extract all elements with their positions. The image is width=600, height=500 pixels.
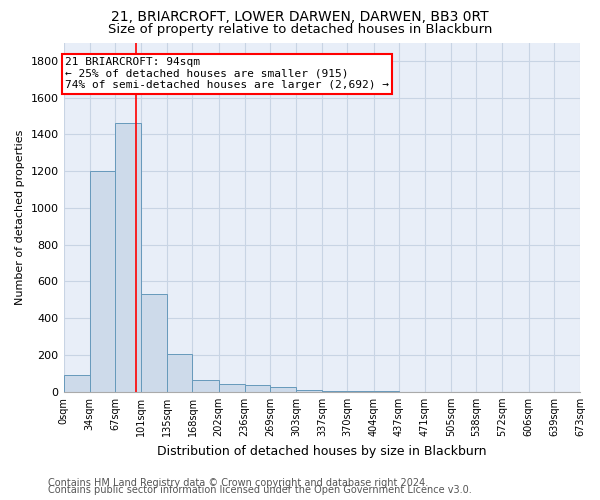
- Bar: [89, 171, 115, 392]
- Bar: [347, 391, 374, 392]
- Text: Size of property relative to detached houses in Blackburn: Size of property relative to detached ho…: [108, 22, 492, 36]
- Y-axis label: Number of detached properties: Number of detached properties: [15, 130, 25, 305]
- Text: Contains HM Land Registry data © Crown copyright and database right 2024.: Contains HM Land Registry data © Crown c…: [48, 478, 428, 488]
- Bar: [193, 380, 218, 392]
- Bar: [270, 386, 296, 392]
- Bar: [322, 391, 347, 392]
- Text: 21, BRIARCROFT, LOWER DARWEN, DARWEN, BB3 0RT: 21, BRIARCROFT, LOWER DARWEN, DARWEN, BB…: [111, 10, 489, 24]
- Bar: [296, 390, 322, 392]
- Bar: [64, 376, 89, 392]
- Bar: [374, 391, 399, 392]
- Bar: [245, 386, 270, 392]
- X-axis label: Distribution of detached houses by size in Blackburn: Distribution of detached houses by size …: [157, 444, 487, 458]
- Bar: [218, 384, 245, 392]
- Text: Contains public sector information licensed under the Open Government Licence v3: Contains public sector information licen…: [48, 485, 472, 495]
- Bar: [115, 124, 141, 392]
- Bar: [167, 354, 193, 392]
- Text: 21 BRIARCROFT: 94sqm
← 25% of detached houses are smaller (915)
74% of semi-deta: 21 BRIARCROFT: 94sqm ← 25% of detached h…: [65, 57, 389, 90]
- Bar: [141, 294, 167, 392]
